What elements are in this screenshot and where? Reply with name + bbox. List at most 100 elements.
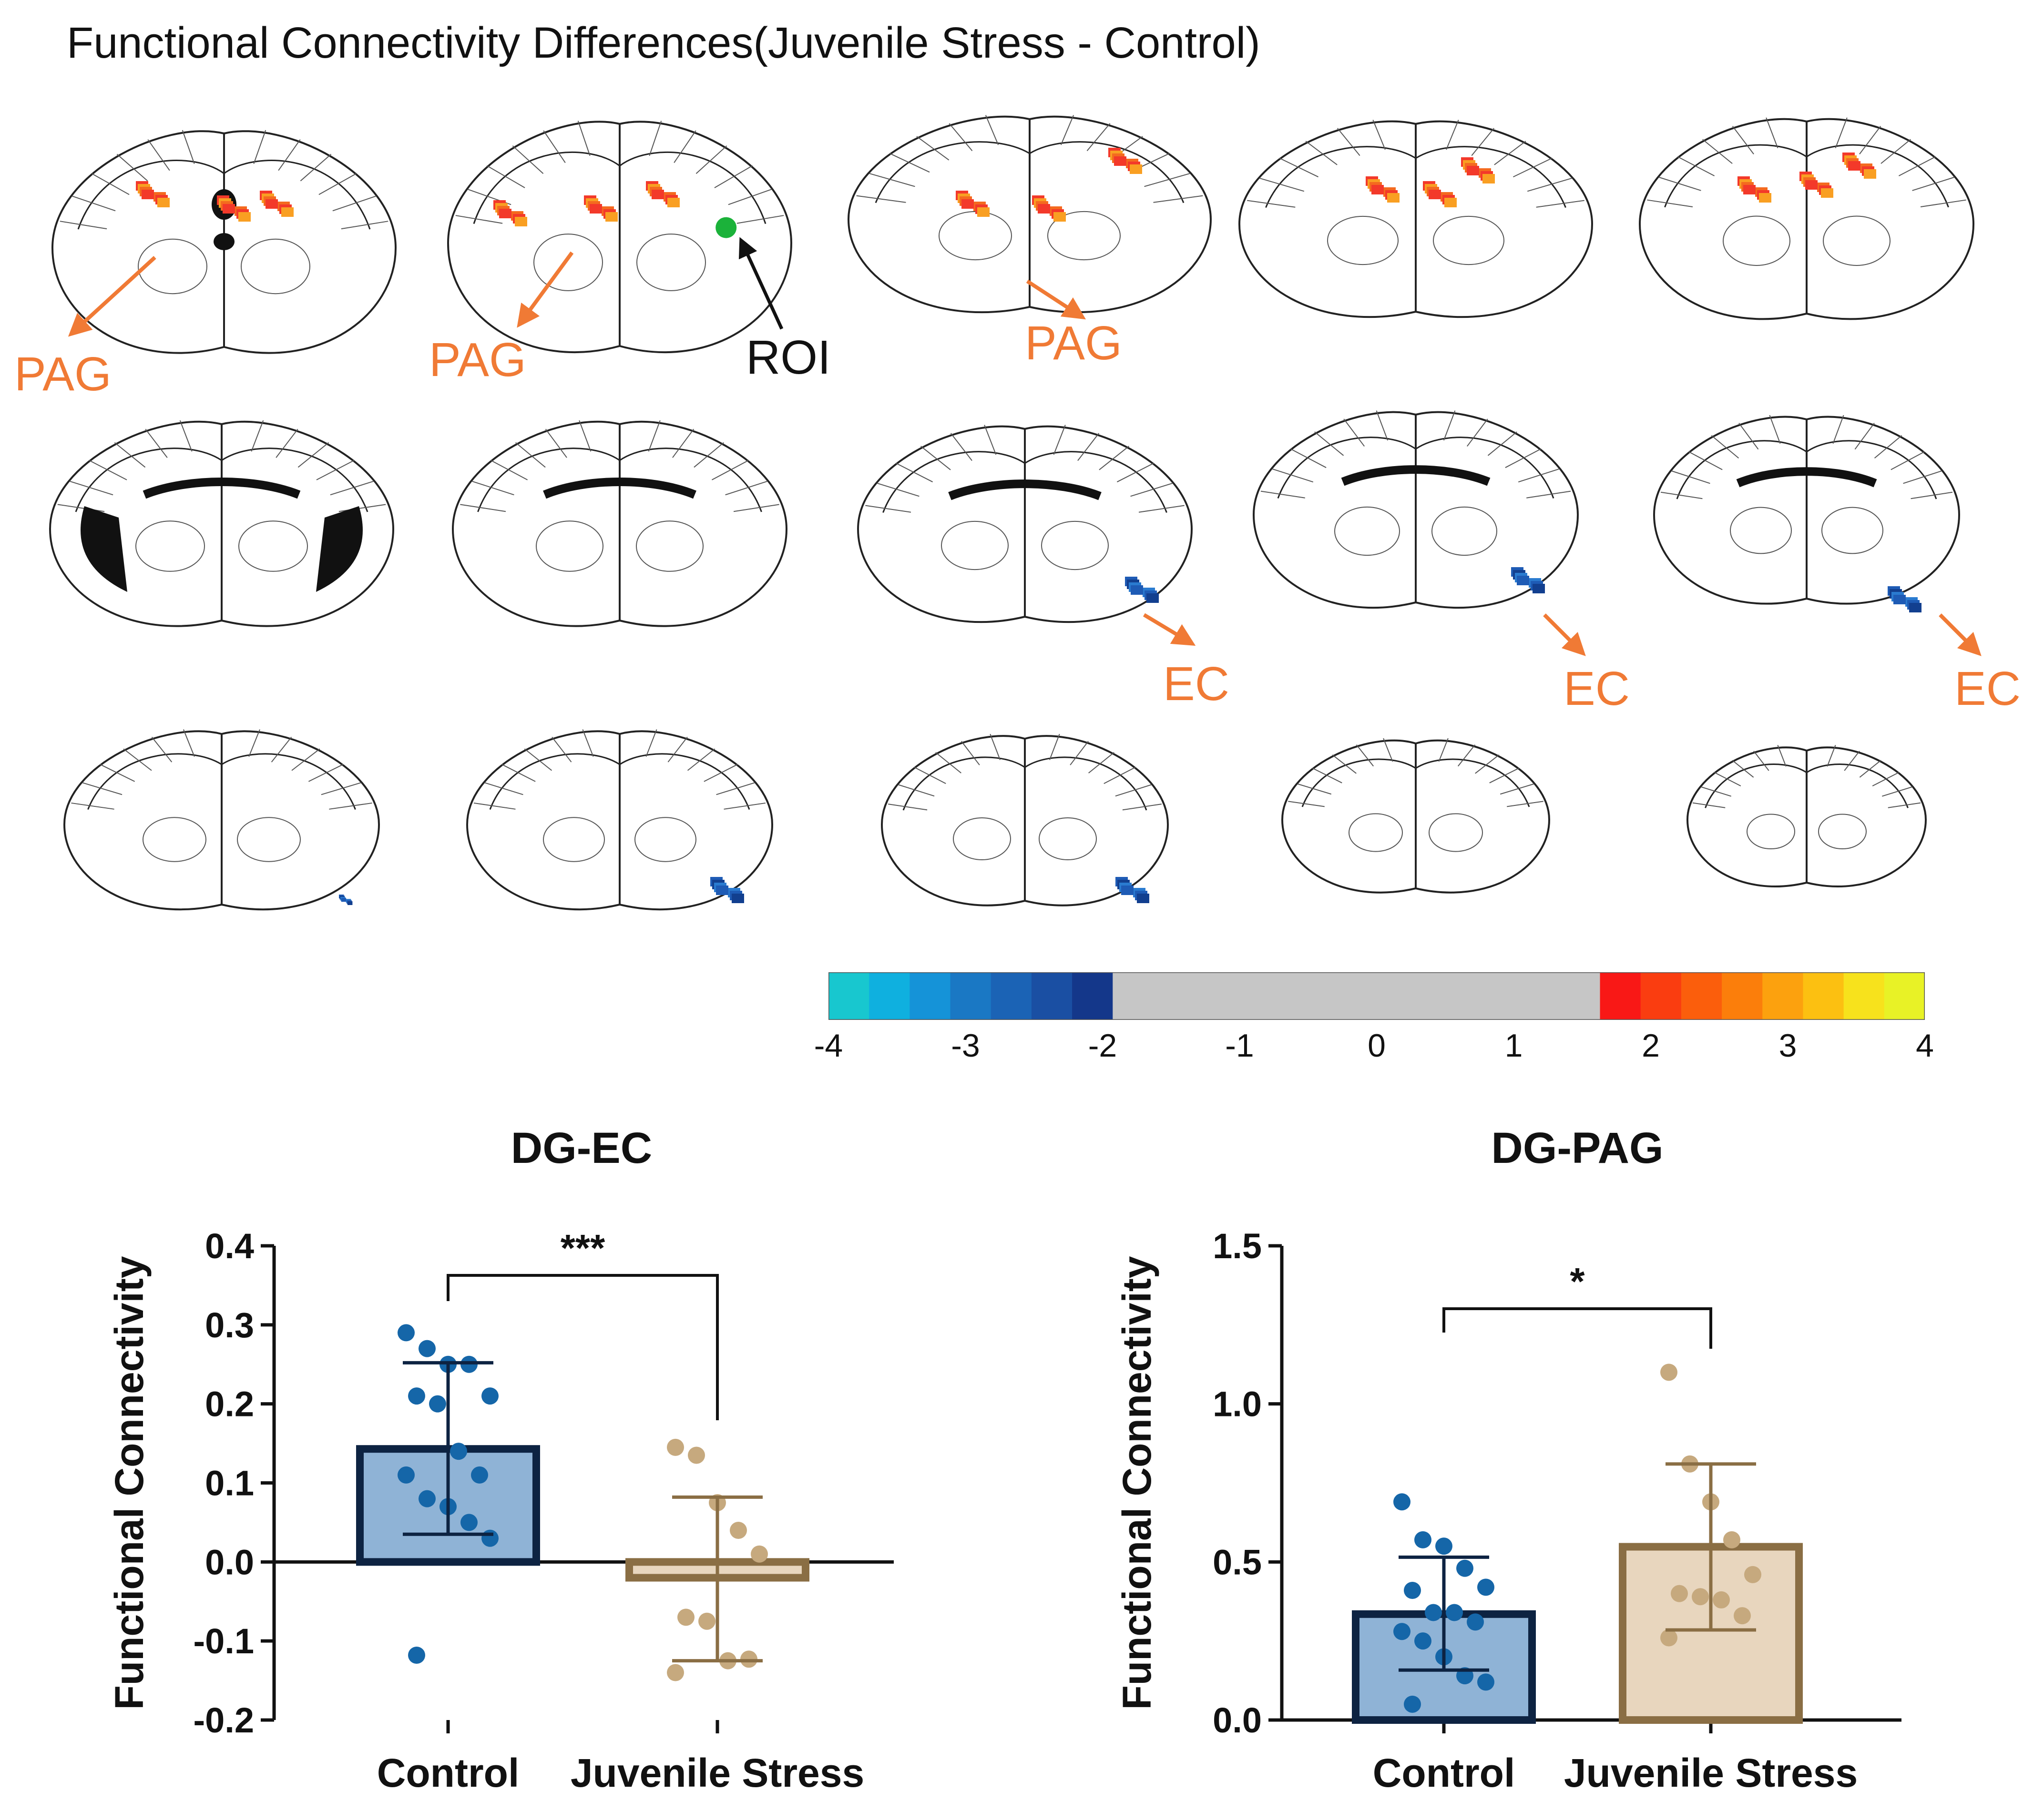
y-tick-label: 1.0 [1213,1384,1262,1424]
brain-slice [466,729,774,911]
colorbar-tick-label: -2 [1088,1028,1117,1064]
brain-slice [451,420,788,627]
colorbar-segment [1640,972,1682,1020]
y-tick-label: -0.2 [193,1700,254,1740]
data-point [408,1387,425,1405]
significance-bracket [447,1274,719,1420]
brain-slice [51,130,397,354]
brain-slice [1238,120,1594,318]
data-point [481,1529,499,1547]
data-point [1477,1673,1494,1691]
callout-arrow [1143,613,1196,646]
colorbar-tick-label: -3 [951,1028,980,1064]
y-tick-label: 0.2 [205,1384,254,1424]
y-tick-label: 0.1 [205,1464,254,1503]
x-tick-label: Control [1373,1751,1515,1795]
data-point [1660,1629,1677,1647]
x-tick-label: Juvenile Stress [1564,1751,1858,1795]
data-point [450,1443,467,1460]
y-tick-label: 0.3 [205,1305,254,1345]
colorbar-segment [1600,972,1641,1020]
data-point [667,1664,684,1681]
significance-label: *** [561,1227,605,1269]
colorbar [828,972,1925,1020]
colorbar-tick-label: -4 [814,1028,843,1064]
data-point [1414,1531,1431,1548]
data-point [1404,1695,1421,1713]
y-axis-label: Functional Connectivity [1114,1256,1159,1710]
colorbar-segment [1437,972,1479,1020]
brain-slice [857,425,1193,623]
brain-slice [63,729,380,911]
data-point [688,1446,705,1464]
data-point [1425,1604,1442,1621]
data-point [1713,1591,1730,1608]
callout-arrow [1543,613,1586,656]
data-point [1404,1582,1421,1599]
colorbar-segment [1031,972,1073,1020]
chart-title: DG-EC [511,1124,652,1172]
colorbar-tick-label: 2 [1642,1028,1660,1064]
y-tick-label: 0.5 [1213,1542,1262,1582]
colorbar-segment [910,972,951,1020]
data-point [1692,1588,1709,1606]
brain-slice [847,115,1212,314]
brain-slice [1281,738,1551,894]
data-point [751,1545,768,1563]
data-point [419,1340,436,1357]
significance-label: * [1570,1260,1585,1303]
y-axis-label: Functional Connectivity [107,1256,152,1710]
data-point [1477,1578,1494,1596]
colorbar-segment [1722,972,1763,1020]
colorbar-segment [1803,972,1844,1020]
colorbar-segment [1519,972,1560,1020]
significance-bracket [1442,1307,1712,1349]
pag-label-2: PAG [429,333,526,387]
colorbar-segment [991,972,1032,1020]
roi-arrow [738,237,784,330]
ec-label-1: EC [1163,657,1229,711]
brain-slice [49,420,395,627]
data-point [1744,1566,1761,1583]
x-tick-label: Control [377,1751,520,1795]
colorbar-segment [1275,972,1317,1020]
data-point [1446,1604,1463,1621]
colorbar-segment [828,972,870,1020]
data-point [730,1522,747,1539]
data-point [1723,1531,1740,1548]
colorbar-segment [1762,972,1804,1020]
colorbar-segment [1559,972,1601,1020]
data-point [1393,1493,1410,1511]
colorbar-segment [950,972,991,1020]
brain-slice [1252,410,1579,609]
callout-arrows [68,237,1982,656]
data-point [408,1647,425,1664]
colorbar-segment [1397,972,1438,1020]
data-point [460,1514,478,1531]
chart-dg-ec: DG-EC Functional Connectivity 0.4 0.3 0.2 0.1… [107,1124,894,1795]
brain-slice [1638,117,1975,320]
colorbar-segment [1194,972,1235,1020]
callout-arrow [1939,613,1982,656]
y-tick-label: 0.4 [205,1226,254,1266]
colorbar-tick-label: 0 [1368,1028,1386,1064]
y-tick-label: 1.5 [1213,1226,1262,1266]
callout-arrow [1026,279,1086,320]
callout-arrow [517,251,574,328]
chart-dg-pag: DG-PAG Functional Connectivity 1.5 1.0 0.5 0.… [1114,1124,1901,1795]
data-point [1393,1623,1410,1640]
colorbar-tick-label: -1 [1225,1028,1254,1064]
colorbar-segment [1478,972,1520,1020]
colorbar-segment [1843,972,1885,1020]
x-tick-label: Juvenile Stress [571,1751,864,1795]
colorbar-segment [1072,972,1114,1020]
y-tick-label: -0.1 [193,1621,254,1661]
pag-label-3: PAG [1025,316,1122,370]
data-point [1414,1632,1431,1650]
colorbar-segment [1356,972,1398,1020]
brain-slice [447,121,793,354]
callout-arrow [68,256,156,337]
data-point [1734,1607,1751,1625]
data-point [677,1608,695,1626]
roi-label: ROI [746,331,831,384]
